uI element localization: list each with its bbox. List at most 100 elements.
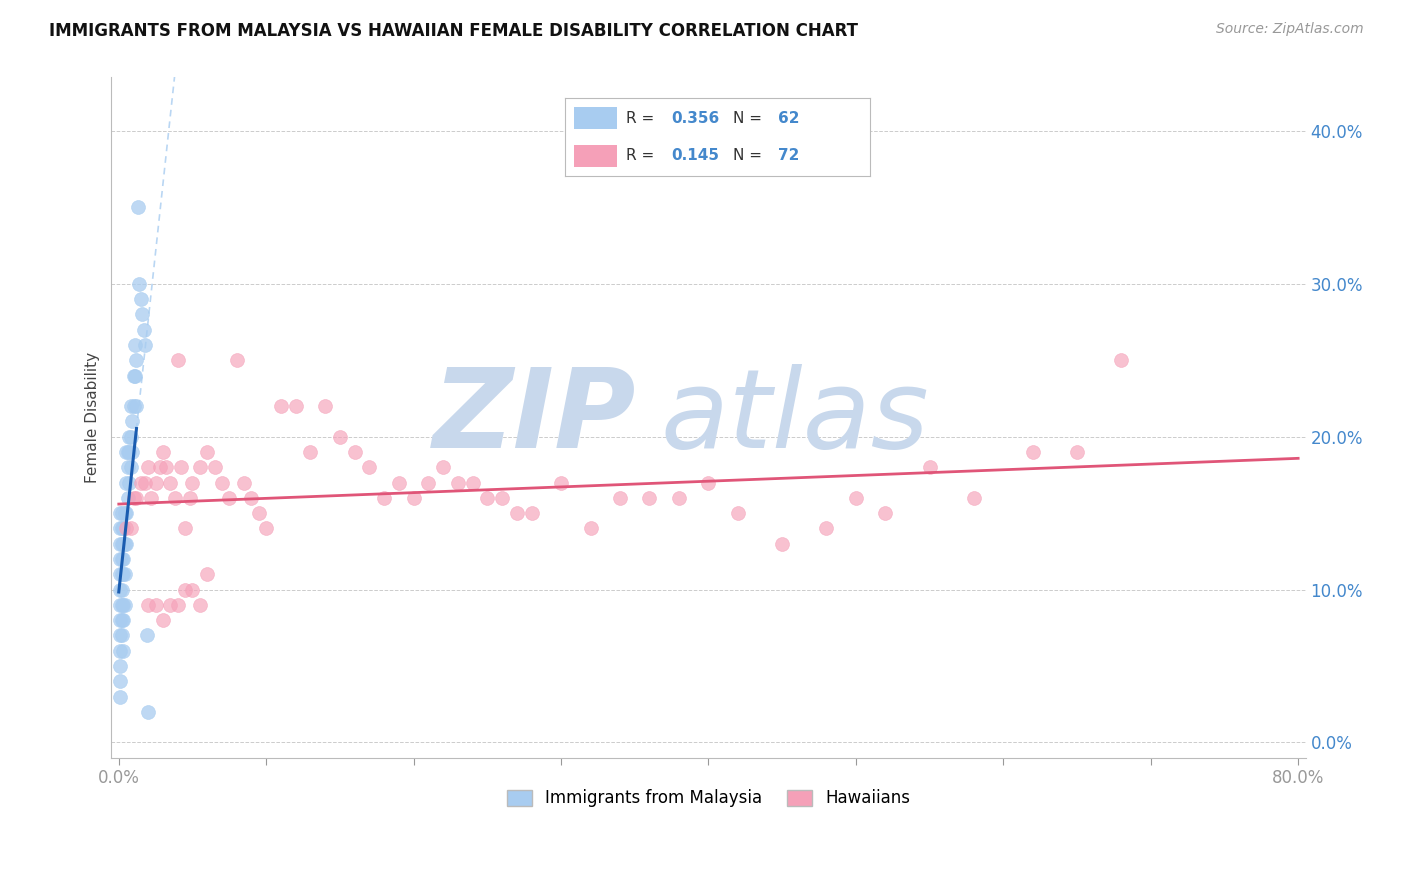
Point [136, 460, 159, 475]
Point [815, 521, 838, 535]
Point [136, 705, 159, 719]
Point [163, 491, 186, 505]
Point [124, 368, 146, 383]
Point [110, 628, 132, 642]
Point [132, 323, 155, 337]
Point [329, 430, 352, 444]
Point [145, 475, 167, 490]
Point [114, 598, 136, 612]
Point [122, 368, 145, 383]
Text: atlas: atlas [661, 364, 929, 471]
Text: IMMIGRANTS FROM MALAYSIA VS HAWAIIAN FEMALE DISABILITY CORRELATION CHART: IMMIGRANTS FROM MALAYSIA VS HAWAIIAN FEM… [49, 22, 858, 40]
Point [174, 582, 197, 597]
Point [112, 567, 135, 582]
Point [159, 598, 181, 612]
Point [254, 521, 277, 535]
Point [121, 414, 143, 428]
Point [149, 460, 172, 475]
Point [299, 445, 322, 459]
Point [112, 598, 135, 612]
Point [110, 613, 132, 627]
Point [211, 475, 233, 490]
Point [118, 445, 141, 459]
Point [111, 567, 134, 582]
Point [152, 445, 174, 459]
Point [152, 613, 174, 627]
Point [550, 475, 572, 490]
Point [125, 491, 148, 505]
Point [115, 506, 138, 520]
Point [166, 353, 188, 368]
Point [240, 491, 263, 505]
Point [668, 491, 690, 505]
Point [506, 506, 529, 520]
Point [195, 445, 218, 459]
Point [127, 200, 149, 214]
Point [111, 552, 134, 566]
Point [1109, 353, 1132, 368]
Point [125, 399, 148, 413]
Point [112, 643, 135, 657]
Point [204, 460, 226, 475]
Point [120, 460, 142, 475]
Point [131, 307, 153, 321]
Point [918, 460, 941, 475]
Point [111, 582, 134, 597]
Point [122, 399, 145, 413]
Point [118, 430, 141, 444]
Point [270, 399, 292, 413]
Point [1022, 445, 1045, 459]
Point [166, 598, 188, 612]
Point [117, 491, 139, 505]
Point [110, 674, 132, 689]
Point [188, 598, 211, 612]
Point [159, 475, 181, 490]
Point [134, 475, 156, 490]
Point [402, 491, 425, 505]
Point [491, 491, 513, 505]
Point [114, 506, 136, 520]
Point [111, 536, 134, 550]
Point [111, 628, 134, 642]
Point [110, 506, 132, 520]
Point [432, 460, 454, 475]
Point [233, 475, 256, 490]
Point [117, 445, 139, 459]
Point [179, 491, 201, 505]
Text: Source: ZipAtlas.com: Source: ZipAtlas.com [1216, 22, 1364, 37]
Point [343, 445, 366, 459]
Point [174, 521, 197, 535]
Point [135, 628, 157, 642]
Point [120, 521, 142, 535]
Point [110, 582, 132, 597]
Point [112, 552, 135, 566]
Point [114, 567, 136, 582]
Point [155, 460, 177, 475]
Point [697, 475, 720, 490]
Point [115, 475, 138, 490]
Point [129, 292, 152, 306]
Point [115, 536, 138, 550]
Point [112, 613, 135, 627]
Point [845, 491, 868, 505]
Point [110, 567, 132, 582]
Point [195, 567, 218, 582]
Point [314, 399, 336, 413]
Point [110, 659, 132, 673]
Point [111, 598, 134, 612]
Point [141, 491, 163, 505]
Point [461, 475, 484, 490]
Point [110, 643, 132, 657]
Point [118, 475, 141, 490]
Point [111, 506, 134, 520]
Point [121, 445, 143, 459]
Point [181, 582, 204, 597]
Text: ZIP: ZIP [433, 364, 637, 471]
Point [963, 491, 986, 505]
Point [111, 521, 134, 535]
Point [477, 491, 499, 505]
Point [120, 430, 142, 444]
Point [1066, 445, 1088, 459]
Point [418, 475, 440, 490]
Point [114, 536, 136, 550]
